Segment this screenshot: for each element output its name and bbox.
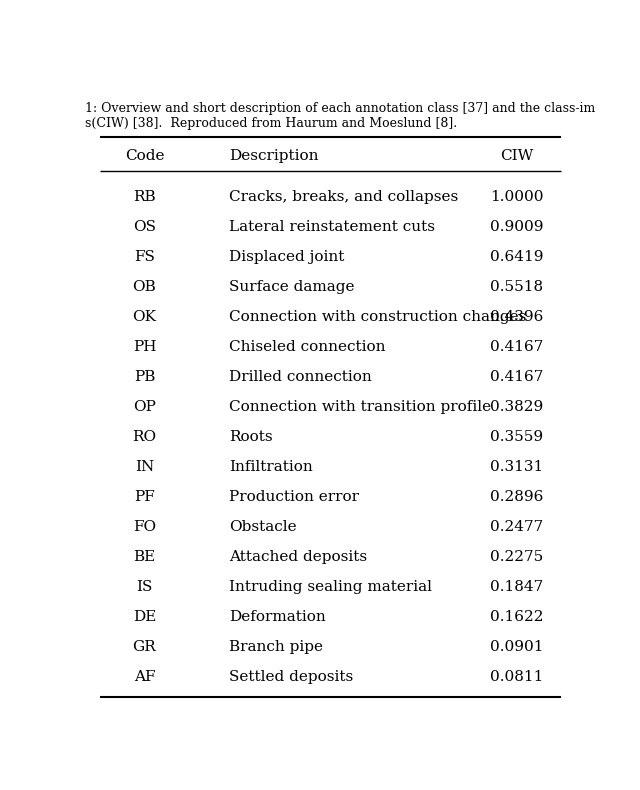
Text: Surface damage: Surface damage [229, 280, 355, 294]
Text: 0.1847: 0.1847 [490, 581, 543, 594]
Text: 0.5518: 0.5518 [490, 280, 543, 294]
Text: 1.0000: 1.0000 [490, 190, 543, 204]
Text: 0.3829: 0.3829 [490, 400, 543, 414]
Text: FO: FO [133, 520, 156, 534]
Text: AF: AF [134, 671, 156, 684]
Text: Drilled connection: Drilled connection [229, 370, 372, 384]
Text: Chiseled connection: Chiseled connection [229, 340, 385, 354]
Text: 0.4167: 0.4167 [490, 370, 543, 384]
Text: 0.4396: 0.4396 [490, 310, 543, 324]
Text: 0.0811: 0.0811 [490, 671, 543, 684]
Text: 0.9009: 0.9009 [490, 220, 543, 234]
Text: PH: PH [132, 340, 156, 354]
Text: Deformation: Deformation [229, 611, 326, 624]
Text: 0.6419: 0.6419 [490, 250, 543, 264]
Text: RB: RB [133, 190, 156, 204]
Text: Connection with transition profile: Connection with transition profile [229, 400, 491, 414]
Text: Description: Description [229, 149, 318, 163]
Text: CIW: CIW [500, 149, 533, 163]
Text: Roots: Roots [229, 430, 273, 444]
Text: OS: OS [133, 220, 156, 234]
Text: Code: Code [125, 149, 164, 163]
Text: 0.4167: 0.4167 [490, 340, 543, 354]
Text: Intruding sealing material: Intruding sealing material [229, 581, 432, 594]
Text: Infiltration: Infiltration [229, 460, 312, 474]
Text: 1: Overview and short description of each annotation class [37] and the class-im: 1: Overview and short description of eac… [85, 102, 595, 115]
Text: IS: IS [136, 581, 153, 594]
Text: 0.2275: 0.2275 [490, 551, 543, 564]
Text: OK: OK [132, 310, 157, 324]
Text: s(CIW) [38].  Reproduced from Haurum and Moeslund [8].: s(CIW) [38]. Reproduced from Haurum and … [85, 117, 457, 130]
Text: 0.3131: 0.3131 [490, 460, 543, 474]
Text: PF: PF [134, 490, 155, 504]
Text: OB: OB [132, 280, 156, 294]
Text: Lateral reinstatement cuts: Lateral reinstatement cuts [229, 220, 435, 234]
Text: GR: GR [132, 641, 156, 654]
Text: 0.0901: 0.0901 [490, 641, 543, 654]
Text: RO: RO [132, 430, 157, 444]
Text: Branch pipe: Branch pipe [229, 641, 323, 654]
Text: DE: DE [132, 611, 156, 624]
Text: 0.2896: 0.2896 [490, 490, 543, 504]
Text: BE: BE [133, 551, 156, 564]
Text: IN: IN [135, 460, 154, 474]
Text: Settled deposits: Settled deposits [229, 671, 353, 684]
Text: PB: PB [134, 370, 155, 384]
Text: 0.1622: 0.1622 [490, 611, 543, 624]
Text: Attached deposits: Attached deposits [229, 551, 367, 564]
Text: Cracks, breaks, and collapses: Cracks, breaks, and collapses [229, 190, 458, 204]
Text: Production error: Production error [229, 490, 359, 504]
Text: 0.2477: 0.2477 [490, 520, 543, 534]
Text: 0.3559: 0.3559 [490, 430, 543, 444]
Text: OP: OP [133, 400, 156, 414]
Text: Connection with construction changes: Connection with construction changes [229, 310, 526, 324]
Text: FS: FS [134, 250, 155, 264]
Text: Obstacle: Obstacle [229, 520, 296, 534]
Text: Displaced joint: Displaced joint [229, 250, 344, 264]
